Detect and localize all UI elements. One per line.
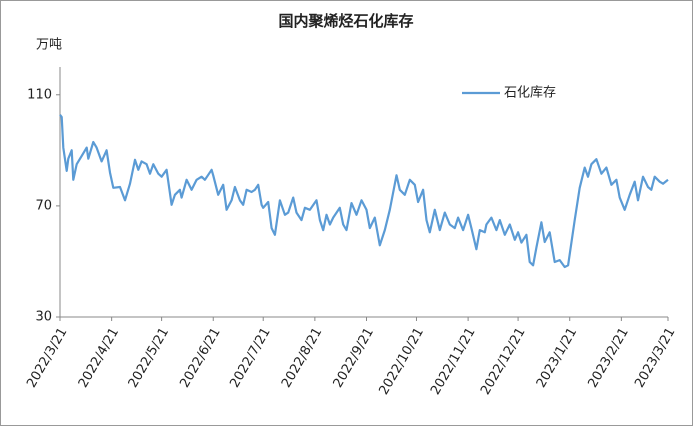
series-line bbox=[59, 114, 669, 269]
y-axis-unit: 万吨 bbox=[36, 38, 62, 53]
y-tick-label: 30 bbox=[35, 310, 52, 325]
y-tick-label: 70 bbox=[35, 198, 52, 213]
legend-label: 石化库存 bbox=[504, 85, 556, 101]
y-tick-label: 110 bbox=[27, 87, 52, 102]
chart-title: 国内聚烯烃石化库存 bbox=[278, 12, 413, 30]
